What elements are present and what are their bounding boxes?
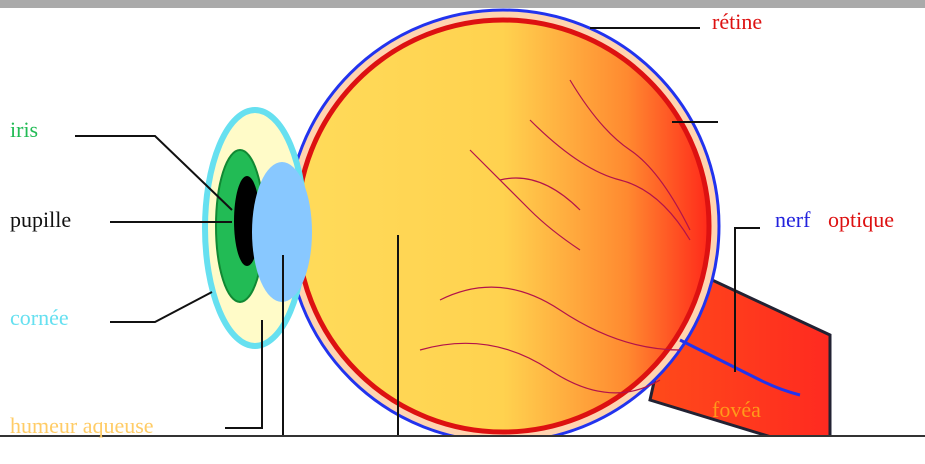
leader-line [110, 291, 213, 323]
leader-line [75, 135, 233, 211]
label-retina: rétine [712, 9, 762, 34]
leader-line [734, 227, 760, 372]
label-aqueous: humeur aqueuse [10, 413, 154, 438]
top-bar [0, 0, 925, 8]
label-iris: iris [10, 117, 38, 142]
nerve-fibers [679, 338, 801, 397]
retina [294, 17, 712, 435]
lens [252, 162, 312, 302]
vessels [419, 79, 691, 394]
label-nerve: nerf [775, 207, 811, 232]
eye-drawing [75, 8, 832, 436]
label-fovea: fovéa [712, 397, 761, 422]
label-optic: optique [828, 207, 894, 232]
label-pupil: pupille [10, 207, 71, 232]
leader-line [225, 320, 263, 429]
label-cornea: cornée [10, 305, 69, 330]
